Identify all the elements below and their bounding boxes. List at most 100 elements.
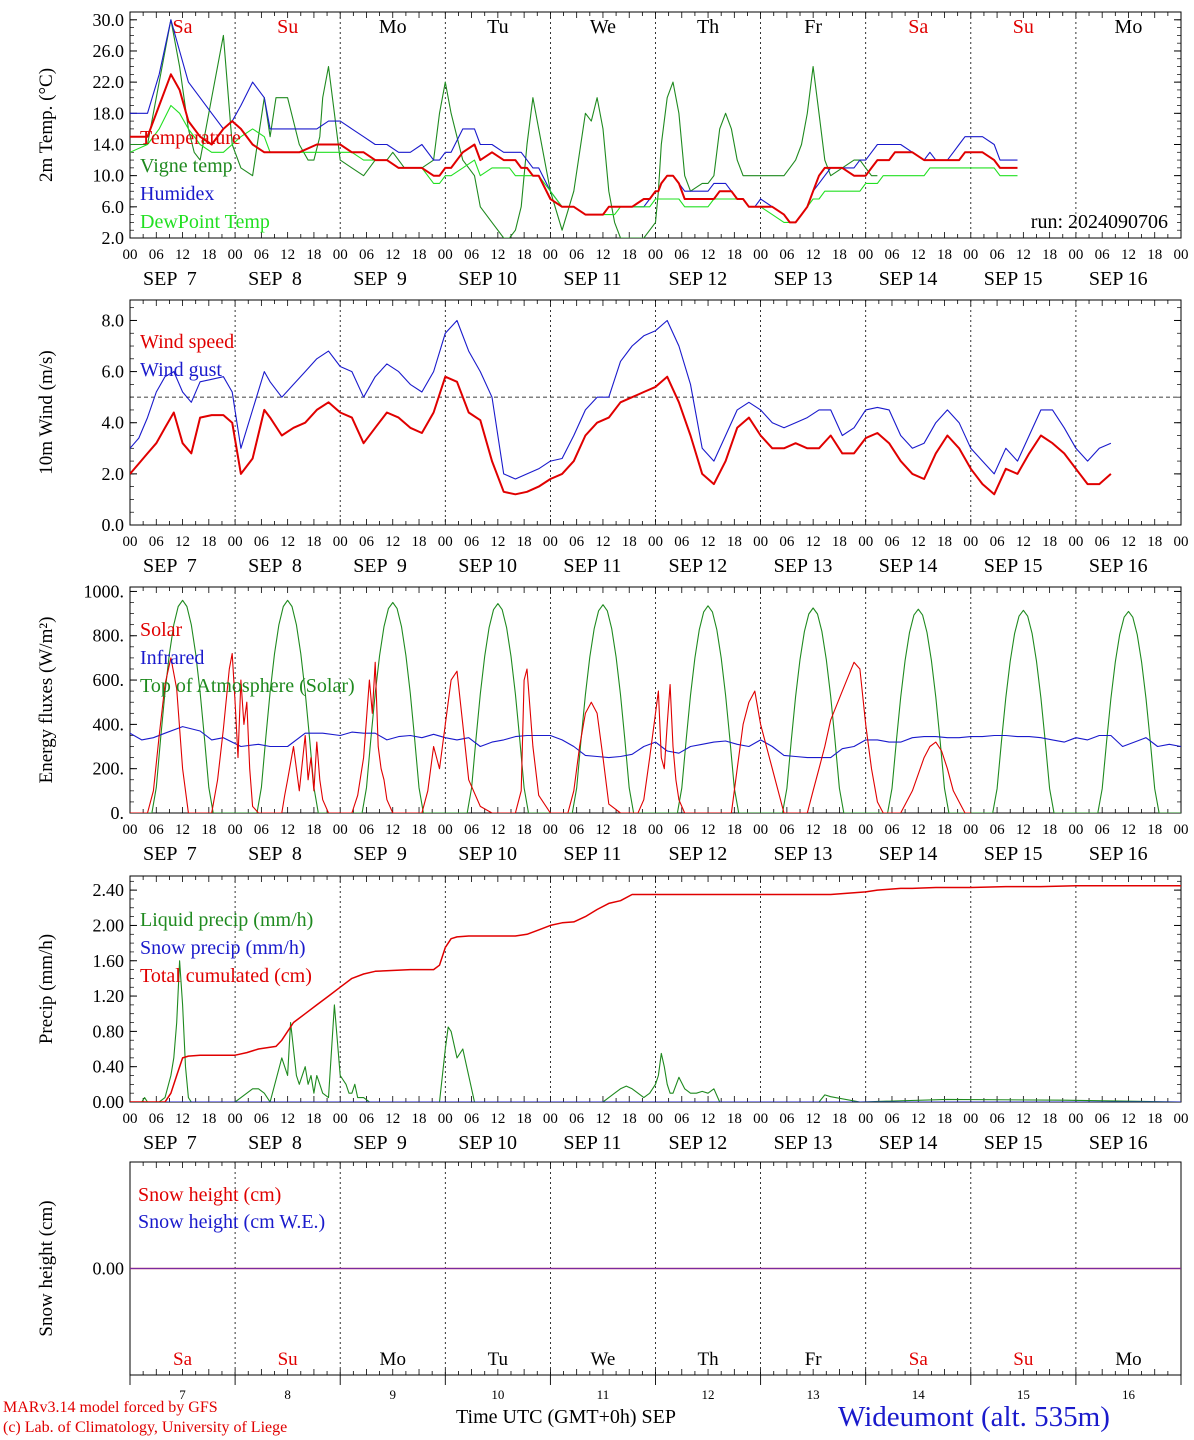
hour-tick-label: 06 <box>569 822 585 838</box>
hour-tick-label: 12 <box>385 534 400 550</box>
hour-tick-label: 06 <box>674 534 690 550</box>
date-label: SEP 7 <box>143 555 197 577</box>
hour-tick-label: 00 <box>858 822 873 838</box>
hour-tick-label: 00 <box>123 534 138 550</box>
hour-tick-label: 18 <box>412 822 427 838</box>
hour-tick-label: 18 <box>1042 822 1057 838</box>
date-label: SEP 12 <box>669 843 728 865</box>
hour-tick-label: 12 <box>701 247 716 263</box>
series-line-vigne-temp <box>130 19 878 238</box>
hour-tick-label: 06 <box>149 247 165 263</box>
hour-tick-label: 00 <box>963 1111 978 1127</box>
hour-tick-label: 00 <box>333 247 348 263</box>
day-number: 12 <box>702 1387 715 1402</box>
series-line-solar <box>130 652 971 813</box>
hour-tick-label: 06 <box>254 534 270 550</box>
hour-tick-label: 12 <box>280 247 295 263</box>
date-label: SEP 14 <box>879 268 938 290</box>
x-axis-month: SEP <box>641 1406 677 1428</box>
legend-item: Liquid precip (mm/h) <box>140 909 313 931</box>
hour-tick-label: 06 <box>884 247 900 263</box>
hour-tick-label: 00 <box>753 1111 768 1127</box>
hour-tick-label: 12 <box>175 247 190 263</box>
y-axis-label: 10m Wind (m/s) <box>36 350 57 475</box>
hour-tick-label: 12 <box>595 534 610 550</box>
legend-item: Infrared <box>140 647 204 669</box>
day-name: Mo <box>1115 16 1143 38</box>
hour-tick-label: 00 <box>1174 822 1189 838</box>
day-number: 14 <box>912 1387 926 1402</box>
run-label: run: 2024090706 <box>1031 211 1168 233</box>
hour-tick-label: 12 <box>1121 1111 1136 1127</box>
series-group <box>130 19 1018 238</box>
hour-tick-label: 18 <box>1147 1111 1162 1127</box>
hour-tick-label: 18 <box>517 822 532 838</box>
hour-tick-label: 18 <box>412 1111 427 1127</box>
hour-tick-label: 12 <box>806 247 821 263</box>
hour-tick-label: 12 <box>1016 247 1031 263</box>
hour-tick-label: 00 <box>438 822 453 838</box>
hour-tick-label: 00 <box>228 822 243 838</box>
date-label: SEP 10 <box>458 843 517 865</box>
hour-tick-label: 18 <box>1042 1111 1057 1127</box>
hour-tick-label: 06 <box>254 247 270 263</box>
series-group <box>130 884 1181 1102</box>
hour-tick-label: 06 <box>149 822 165 838</box>
model-credit: MARv3.14 model forced by GFS <box>3 1399 218 1416</box>
y-tick-label: 10.0 <box>93 166 125 186</box>
date-label: SEP 11 <box>563 555 621 577</box>
day-name: Fr <box>804 16 822 38</box>
hour-tick-label: 12 <box>385 1111 400 1127</box>
hour-tick-label: 12 <box>911 247 926 263</box>
hour-tick-label: 06 <box>779 1111 795 1127</box>
date-label: SEP 13 <box>774 843 833 865</box>
day-name: We <box>590 16 616 38</box>
date-label: SEP 12 <box>669 1132 728 1154</box>
y-axis-label: Snow height (cm) <box>36 1200 57 1336</box>
hour-tick-label: 18 <box>306 1111 321 1127</box>
series-group <box>130 319 1112 496</box>
hour-tick-label: 12 <box>911 534 926 550</box>
date-label: SEP 9 <box>353 1132 407 1154</box>
series-line-wind-gust <box>130 319 1112 480</box>
hour-tick-label: 00 <box>543 534 558 550</box>
panel-snow: 0.00 Snow height (cm) Sa 7 Su 8 Mo 9 Tu 10 We 11 Th 1… <box>36 1161 1182 1402</box>
hour-tick-label: 00 <box>858 534 873 550</box>
hour-tick-label: 06 <box>359 247 375 263</box>
series-line-infrared <box>130 726 1181 759</box>
hour-tick-label: 00 <box>333 1111 348 1127</box>
hour-tick-label: 00 <box>228 534 243 550</box>
hour-tick-label: 06 <box>569 534 585 550</box>
date-label: SEP 12 <box>669 555 728 577</box>
hour-tick-label: 12 <box>1016 822 1031 838</box>
hour-tick-label: 12 <box>1121 822 1136 838</box>
hour-tick-label: 00 <box>648 1111 663 1127</box>
hour-tick-label: 06 <box>464 822 480 838</box>
date-label: SEP 9 <box>353 555 407 577</box>
hour-tick-label: 00 <box>543 1111 558 1127</box>
hour-tick-label: 00 <box>1068 822 1083 838</box>
hour-tick-label: 18 <box>201 534 216 550</box>
hour-tick-label: 18 <box>832 822 847 838</box>
legend-item: Humidex <box>140 183 214 205</box>
day-number: 7 <box>179 1387 186 1402</box>
day-name: Sa <box>173 16 193 38</box>
hour-tick-label: 06 <box>884 1111 900 1127</box>
date-label: SEP 8 <box>248 555 302 577</box>
y-tick-label: 6.0 <box>102 362 125 382</box>
hour-tick-label: 12 <box>175 534 190 550</box>
series-line-dewpoint-temp <box>130 104 1018 223</box>
hour-tick-label: 00 <box>1174 534 1189 550</box>
hour-tick-label: 00 <box>333 822 348 838</box>
legend-item: Total cumulated (cm) <box>140 965 312 987</box>
date-label: SEP 15 <box>984 843 1043 865</box>
hour-tick-label: 18 <box>306 534 321 550</box>
date-label: SEP 16 <box>1089 1132 1148 1154</box>
y-tick-label: 30.0 <box>93 10 125 30</box>
hour-tick-label: 00 <box>123 1111 138 1127</box>
hour-tick-label: 06 <box>674 1111 690 1127</box>
hour-tick-label: 12 <box>595 247 610 263</box>
date-label: SEP 16 <box>1089 268 1148 290</box>
day-number: 13 <box>807 1387 820 1402</box>
hour-tick-label: 06 <box>779 534 795 550</box>
